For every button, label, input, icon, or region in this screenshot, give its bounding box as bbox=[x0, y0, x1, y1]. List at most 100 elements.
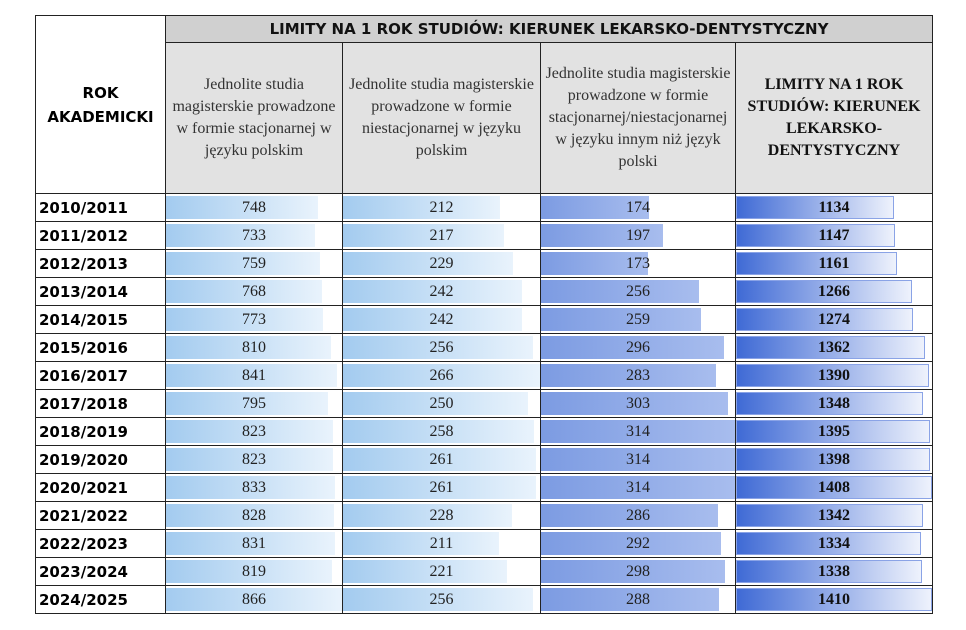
data-bar bbox=[736, 420, 930, 443]
value-cell: 296 bbox=[540, 333, 736, 362]
data-bar bbox=[736, 392, 924, 415]
table-row: 2015/2016 810 256 296 1362 bbox=[35, 333, 934, 362]
cell-value: 1334 bbox=[818, 535, 850, 552]
value-cell: 256 bbox=[342, 585, 541, 614]
cell-value: 242 bbox=[429, 311, 454, 328]
table-row: 2022/2023 831 211 292 1334 bbox=[35, 529, 934, 558]
data-bar bbox=[541, 588, 719, 611]
value-cell: 197 bbox=[540, 221, 736, 250]
data-bar bbox=[541, 420, 735, 443]
data-bar bbox=[736, 252, 898, 275]
table-row: 2018/2019 823 258 314 1395 bbox=[35, 417, 934, 446]
value-cell: 748 bbox=[165, 193, 343, 222]
data-bar bbox=[166, 308, 324, 331]
cell-value: 866 bbox=[242, 591, 266, 608]
value-cell: 1342 bbox=[734, 501, 934, 530]
value-cell: 259 bbox=[540, 305, 736, 334]
value-cell: 217 bbox=[342, 221, 541, 250]
data-bar bbox=[736, 504, 923, 527]
value-cell: 211 bbox=[342, 529, 541, 558]
value-cell: 1338 bbox=[734, 557, 934, 586]
cell-value: 810 bbox=[242, 339, 266, 356]
value-cell: 261 bbox=[342, 473, 541, 502]
cell-value: 1398 bbox=[818, 451, 850, 468]
cell-value: 1266 bbox=[818, 283, 850, 300]
row-label: 2013/2014 bbox=[35, 277, 166, 306]
value-cell: 1410 bbox=[734, 585, 934, 614]
cell-value: 833 bbox=[242, 479, 266, 496]
cell-value: 266 bbox=[429, 367, 454, 384]
cell-value: 256 bbox=[429, 591, 454, 608]
cell-value: 288 bbox=[626, 591, 650, 608]
value-cell: 823 bbox=[165, 417, 343, 446]
data-bar bbox=[343, 252, 513, 275]
value-cell: 314 bbox=[540, 473, 736, 502]
row-label: 2017/2018 bbox=[35, 389, 166, 418]
data-bar bbox=[736, 336, 926, 359]
data-bar bbox=[541, 224, 663, 247]
cell-value: 795 bbox=[242, 395, 266, 412]
cell-value: 819 bbox=[242, 563, 266, 580]
value-cell: 298 bbox=[540, 557, 736, 586]
cell-value: 286 bbox=[626, 507, 650, 524]
data-bar bbox=[736, 476, 932, 499]
value-cell: 229 bbox=[342, 249, 541, 278]
data-bar bbox=[343, 308, 523, 331]
value-cell: 823 bbox=[165, 445, 343, 474]
value-cell: 266 bbox=[342, 361, 541, 390]
value-cell: 256 bbox=[342, 333, 541, 362]
data-bar bbox=[343, 280, 523, 303]
data-bar bbox=[541, 448, 735, 471]
value-cell: 733 bbox=[165, 221, 343, 250]
data-bar bbox=[541, 504, 718, 527]
cell-value: 197 bbox=[626, 227, 650, 244]
data-bar bbox=[541, 560, 726, 583]
cell-value: 217 bbox=[429, 227, 454, 244]
data-bar bbox=[736, 224, 896, 247]
data-bar bbox=[541, 196, 649, 219]
value-cell: 1334 bbox=[734, 529, 934, 558]
value-cell: 1161 bbox=[734, 249, 934, 278]
cell-value: 1134 bbox=[818, 199, 850, 216]
data-bar bbox=[166, 532, 335, 555]
data-bar bbox=[541, 392, 729, 415]
data-bar bbox=[343, 560, 507, 583]
cell-value: 768 bbox=[242, 283, 266, 300]
data-bar bbox=[166, 392, 328, 415]
value-cell: 810 bbox=[165, 333, 343, 362]
header-cell: ROK AKADEMICKI bbox=[35, 15, 166, 194]
value-cell: 1348 bbox=[734, 389, 934, 418]
value-cell: 283 bbox=[540, 361, 736, 390]
value-cell: 828 bbox=[165, 501, 343, 530]
cell-value: 314 bbox=[626, 423, 650, 440]
data-bar bbox=[166, 224, 315, 247]
data-bar bbox=[343, 476, 537, 499]
cell-value: 733 bbox=[242, 227, 266, 244]
table-row: 2010/2011 748 212 174 1134 bbox=[35, 193, 934, 222]
data-bar bbox=[343, 364, 540, 387]
row-label: 2021/2022 bbox=[35, 501, 166, 530]
value-cell: 1390 bbox=[734, 361, 934, 390]
cell-value: 258 bbox=[429, 423, 454, 440]
data-bar bbox=[343, 224, 504, 247]
data-bar bbox=[541, 280, 700, 303]
data-bar bbox=[541, 308, 702, 331]
cell-value: 174 bbox=[626, 199, 650, 216]
value-cell: 314 bbox=[540, 417, 736, 446]
cell-value: 1390 bbox=[818, 367, 850, 384]
value-cell: 1398 bbox=[734, 445, 934, 474]
cell-value: 1338 bbox=[818, 563, 850, 580]
table-row: 2020/2021 833 261 314 1408 bbox=[35, 473, 934, 502]
table-row: 2021/2022 828 228 286 1342 bbox=[35, 501, 934, 530]
cell-value: 173 bbox=[626, 255, 650, 272]
value-cell: 833 bbox=[165, 473, 343, 502]
row-label: 2018/2019 bbox=[35, 417, 166, 446]
cell-value: 823 bbox=[242, 451, 266, 468]
data-bar bbox=[736, 560, 922, 583]
data-bar bbox=[166, 588, 342, 611]
cell-value: 831 bbox=[242, 535, 266, 552]
cell-value: 242 bbox=[429, 283, 454, 300]
value-cell: 866 bbox=[165, 585, 343, 614]
cell-value: 823 bbox=[242, 423, 266, 440]
